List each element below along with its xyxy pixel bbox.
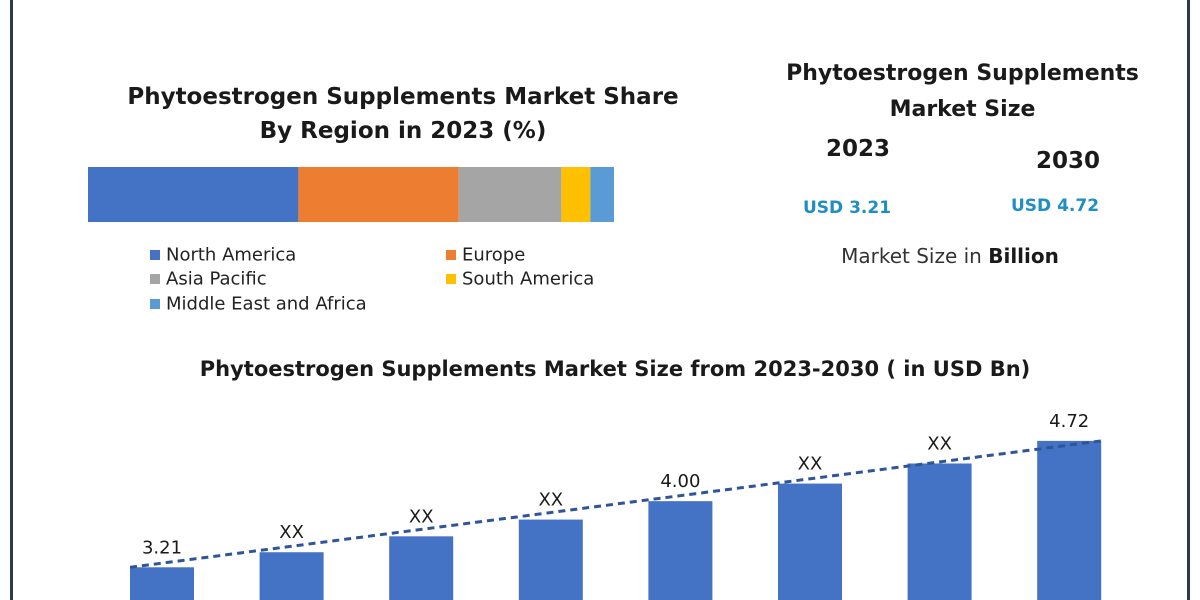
legend-item-north-america: North America: [150, 244, 296, 266]
value-2023-label: USD 3.21: [803, 198, 892, 218]
legend-label: South America: [462, 268, 595, 290]
legend-swatch: [446, 274, 456, 284]
market-size-title-line-1: Phytoestrogen Supplements: [786, 61, 1139, 86]
data-label-2025: XX: [409, 506, 434, 527]
legend-label: Europe: [462, 244, 526, 266]
bar-chart-title: Phytoestrogen Supplements Market Size fr…: [199, 357, 1031, 381]
bar-2027: [648, 501, 713, 600]
share-segment-middle-east-and-africa: [590, 167, 614, 222]
bar-2024: [259, 552, 324, 600]
bar-2026: [518, 519, 583, 600]
unit-note-prefix: Market Size in: [841, 244, 989, 268]
legend-label: Middle East and Africa: [166, 293, 367, 315]
legend-item-south-america: South America: [446, 268, 594, 290]
bar-2025: [389, 536, 454, 600]
frame-left-border: [10, 0, 13, 600]
legend-item-middle-east-and-africa: Middle East and Africa: [150, 293, 367, 315]
year-2023-label: 2023: [826, 136, 891, 162]
year-2030-label: 2030: [1036, 148, 1101, 174]
share-stacked-bar: [88, 167, 614, 222]
data-label-2026: XX: [538, 490, 563, 511]
legend-item-europe: Europe: [446, 244, 525, 266]
trendline: [129, 439, 1102, 569]
data-label-2028: XX: [798, 454, 823, 475]
data-label-2027: 4.00: [660, 471, 700, 492]
legend-swatch: [150, 274, 160, 284]
legend-label: Asia Pacific: [166, 268, 267, 290]
share-segment-asia-pacific: [458, 167, 562, 222]
market-size-title-line-2: Market Size: [889, 97, 1036, 122]
share-stacked-bar-svg: [88, 167, 614, 222]
bar-2029: [907, 463, 972, 600]
legend-swatch: [150, 299, 160, 309]
legend-swatch: [150, 250, 160, 260]
bar-2028: [778, 483, 842, 600]
market-size-unit-note: Market Size in Billion: [800, 244, 1100, 268]
bar-2030: [1037, 440, 1102, 600]
market-size-title: Phytoestrogen Supplements Market Size: [775, 56, 1150, 128]
bar-chart-svg: 3.21 XX XX XX 4.00 XX XX 4.72: [129, 411, 1102, 600]
data-label-2023: 3.21: [142, 537, 182, 558]
legend-item-asia-pacific: Asia Pacific: [150, 268, 267, 290]
share-segment-north-america: [88, 167, 299, 222]
share-chart-title: Phytoestrogen Supplements Market Share B…: [108, 80, 698, 148]
unit-note-bold: Billion: [988, 244, 1059, 268]
data-label-2029: XX: [927, 433, 952, 454]
share-segment-europe: [298, 167, 459, 222]
value-2030-label: USD 4.72: [1011, 196, 1100, 216]
bar-2023: [130, 567, 194, 600]
data-label-2024: XX: [279, 522, 304, 543]
share-title-line-2: By Region in 2023 (%): [259, 118, 547, 144]
share-segment-south-america: [561, 167, 591, 222]
legend-label: North America: [166, 244, 297, 266]
share-title-line-1: Phytoestrogen Supplements Market Share: [127, 84, 679, 110]
legend-swatch: [446, 250, 456, 260]
frame-right-border: [1187, 0, 1190, 600]
data-label-2030: 4.72: [1049, 411, 1089, 432]
